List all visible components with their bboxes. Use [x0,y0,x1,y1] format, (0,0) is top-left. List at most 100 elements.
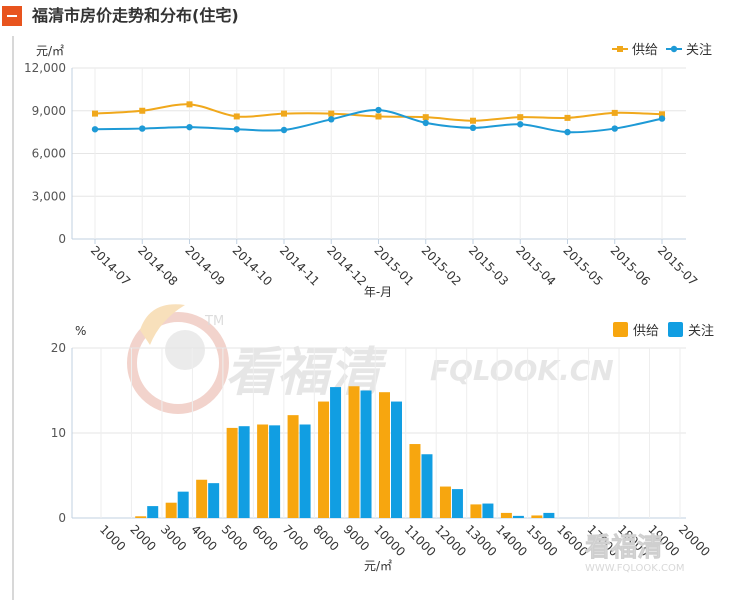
bar-attention [512,515,524,518]
bar-supply [196,479,208,518]
data-point [469,124,477,132]
bar-attention [482,503,494,518]
data-point [564,114,571,121]
x-tick-label: 12000 [432,522,469,559]
data-point [470,117,476,124]
data-point [328,110,335,117]
legend-marker [668,322,683,337]
bar-supply [500,512,512,518]
y-tick-label: 10 [51,426,66,440]
data-point [375,106,382,114]
bar-attention [177,491,189,518]
bar-attention [208,483,220,518]
x-axis-label: 元/㎡ [364,559,392,573]
bar-supply [165,502,177,518]
watermark-url: WWW.FQLOOK.COM [585,563,685,574]
watermark-text: FQLOOK.CN [430,354,614,387]
bar-supply [135,516,147,518]
data-point [281,110,287,117]
x-tick-label: 10000 [371,522,408,559]
watermark-tm: TM [204,314,224,329]
y-axis-label: % [75,324,86,338]
watermark-ring [127,312,229,414]
bar-attention [147,506,159,518]
y-tick-label: 0 [58,511,66,525]
bar-supply [379,392,390,518]
collapse-icon[interactable] [2,6,22,26]
x-tick-label: 5000 [219,522,250,553]
section-header: 福清市房价走势和分布(住宅) [0,0,736,36]
x-tick-label: 2014-09 [182,243,227,288]
x-tick-label: 2015-06 [608,243,653,288]
bar-supply [318,401,330,518]
data-point [92,110,98,117]
x-tick-label: 6000 [249,522,280,553]
legend-label: 供给 [632,43,658,58]
x-tick-label: 7000 [280,522,311,553]
watermark-flame [140,304,185,345]
data-point [659,111,665,118]
x-tick-label: 2000 [127,522,158,553]
legend-marker [670,45,678,53]
x-tick-label: 20000 [676,522,713,559]
x-tick-label: 2015-01 [371,243,416,288]
bar-attention [451,489,463,518]
data-point [611,125,618,132]
x-tick-label: 2014-11 [277,243,322,288]
y-tick-label: 6,000 [32,147,66,161]
data-point [422,119,429,127]
data-point [564,128,571,136]
x-tick-label: 8000 [310,522,341,553]
x-tick-label: 13000 [463,522,500,559]
section-divider [12,36,14,600]
data-point [280,126,288,134]
x-tick-label: 4000 [188,522,219,553]
x-tick-label: 2015-07 [655,243,700,288]
bar-supply [409,444,421,518]
x-tick-label: 9000 [341,522,372,553]
y-axis-label: 元/㎡ [36,44,64,58]
legend-marker [617,46,623,52]
data-point [658,115,666,122]
data-point [139,125,146,132]
data-point [517,114,524,121]
bar-attention [330,387,342,518]
legend-label: 供给 [633,324,659,339]
bar-supply [348,386,360,518]
data-point [375,113,382,120]
data-point [186,101,193,108]
bar-supply [226,427,238,518]
data-point [233,113,240,120]
x-tick-label: 2015-02 [419,243,464,288]
legend-marker [613,322,628,337]
bar-attention [391,401,402,518]
x-tick-label: 11000 [402,522,439,559]
data-point [91,126,99,133]
x-tick-label: 2014-08 [135,243,180,288]
watermark-eye [165,330,205,370]
x-tick-label: 1000 [97,522,128,553]
bar-supply [531,515,543,518]
bar-attention [421,454,433,518]
data-point [611,109,618,116]
y-tick-label: 20 [51,341,66,355]
page-title: 福清市房价走势和分布(住宅) [32,6,239,25]
x-tick-label: 15000 [524,522,561,559]
x-axis-label: 年-月 [364,285,392,299]
bar-attention [269,425,281,518]
x-tick-label: 3000 [158,522,189,553]
x-tick-label: 2015-04 [513,243,558,288]
x-tick-label: 2014-07 [88,243,133,288]
x-tick-label: 2014-10 [230,243,275,288]
y-tick-label: 0 [58,232,66,246]
bar-supply [470,504,482,518]
x-tick-label: 2014-12 [324,243,369,288]
bar-supply [439,486,451,518]
data-point [328,116,335,123]
data-point [139,107,146,114]
x-tick-label: 2015-03 [466,243,511,288]
bar-supply [287,415,299,518]
watermark-small: 看福清 [585,533,663,563]
